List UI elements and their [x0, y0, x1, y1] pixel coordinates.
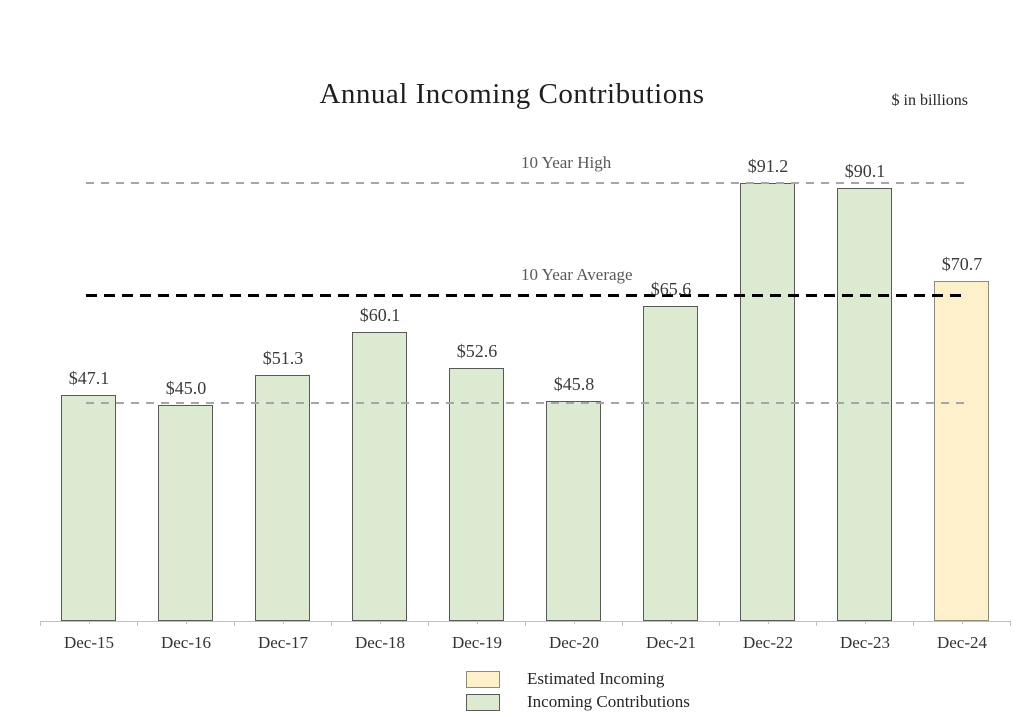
bar-value-label: $60.1	[359, 305, 401, 325]
x-axis-tick	[428, 621, 429, 626]
x-axis-minor-tick	[477, 621, 478, 624]
x-axis-minor-tick	[768, 621, 769, 624]
bar-value-label: $65.6	[650, 279, 692, 299]
x-axis-category-label: Dec-18	[354, 633, 406, 652]
x-axis-category-label: Dec-24	[936, 633, 988, 652]
x-axis-tick	[234, 621, 235, 626]
x-axis-category-label: Dec-21	[645, 633, 697, 652]
bar-value-label: $52.6	[456, 341, 498, 361]
ten-year-average-line	[86, 294, 966, 297]
bar-incoming-contributions	[255, 375, 310, 621]
x-axis-tick	[622, 621, 623, 626]
bar-incoming-contributions	[643, 306, 698, 621]
bar-value-label: $51.3	[262, 348, 304, 368]
x-axis-minor-tick	[380, 621, 381, 624]
x-axis-minor-tick	[89, 621, 90, 624]
x-axis-minor-tick	[574, 621, 575, 624]
x-axis-category-label: Dec-17	[257, 633, 309, 652]
bar-value-label: $45.0	[165, 378, 207, 398]
bar-value-label: $47.1	[68, 368, 110, 388]
x-axis-tick	[40, 621, 41, 626]
units-note: $ in billions	[891, 92, 968, 109]
x-axis-tick	[1010, 621, 1011, 626]
x-axis-category-label: Dec-22	[742, 633, 794, 652]
bar-incoming-contributions	[61, 395, 116, 621]
legend-swatch-incoming	[466, 694, 500, 711]
bar-incoming-contributions	[449, 368, 504, 621]
bar-estimated-incoming	[934, 281, 989, 621]
x-axis-category-label: Dec-16	[160, 633, 212, 652]
ten-year-average-line-label: 10 Year Average	[521, 265, 633, 284]
legend-swatch-estimated	[466, 671, 500, 688]
x-axis-category-label: Dec-19	[451, 633, 503, 652]
x-axis-tick	[331, 621, 332, 626]
legend-label-estimated: Estimated Incoming	[527, 669, 665, 688]
bar-incoming-contributions	[352, 332, 407, 621]
bar-incoming-contributions	[837, 188, 892, 621]
x-axis-tick	[816, 621, 817, 626]
x-axis-tick	[913, 621, 914, 626]
bar-value-label: $70.7	[941, 254, 983, 274]
x-axis-tick	[525, 621, 526, 626]
x-axis-minor-tick	[186, 621, 187, 624]
ten-year-high-line-label: 10 Year High	[521, 153, 612, 172]
x-axis-category-label: Dec-23	[839, 633, 891, 652]
legend-label-incoming: Incoming Contributions	[527, 692, 690, 711]
ten-year-high-line	[86, 182, 966, 184]
bar-incoming-contributions	[546, 401, 601, 621]
x-axis-category-label: Dec-20	[548, 633, 600, 652]
bar-value-label: $45.8	[553, 374, 595, 394]
ten-year-low-line	[86, 402, 966, 404]
x-axis-minor-tick	[283, 621, 284, 624]
bar-incoming-contributions	[158, 405, 213, 621]
bar-value-label: $90.1	[844, 161, 886, 181]
x-axis-minor-tick	[671, 621, 672, 624]
x-axis-minor-tick	[865, 621, 866, 624]
x-axis-tick	[137, 621, 138, 626]
x-axis-minor-tick	[962, 621, 963, 624]
x-axis-category-label: Dec-15	[63, 633, 115, 652]
bar-value-label: $91.2	[747, 156, 789, 176]
chart-title: Annual Incoming Contributions	[319, 78, 705, 110]
x-axis-tick	[719, 621, 720, 626]
